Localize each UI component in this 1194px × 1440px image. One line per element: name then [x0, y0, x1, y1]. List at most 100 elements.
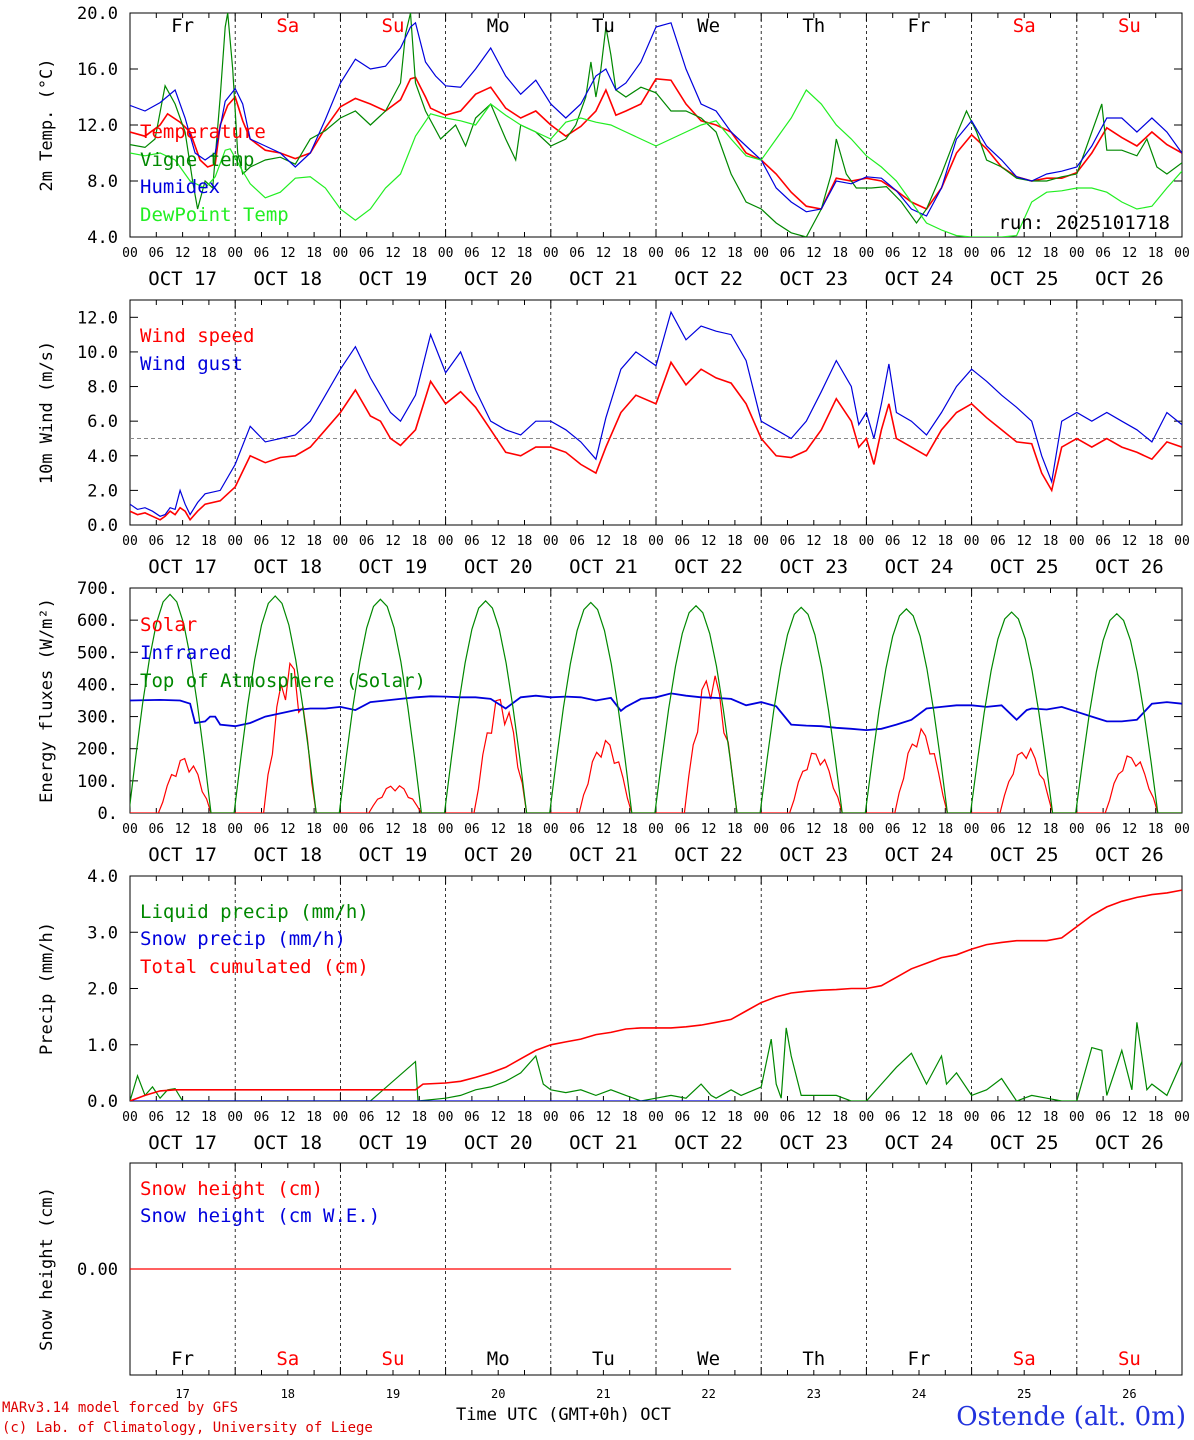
energy-hour-label: 00 [1174, 822, 1190, 837]
energy-hour-label: 18 [937, 822, 953, 837]
snow-day-name: Fr [908, 1348, 931, 1370]
temp-hour-label: 06 [359, 246, 375, 261]
energy-legend-entry: Solar [140, 614, 197, 636]
temp-series-humidex [130, 21, 1182, 217]
precip-date-label: OCT 23 [779, 1132, 848, 1154]
precip-hour-label: 18 [201, 1110, 217, 1125]
energy-series-top-of-atmosphere-solar [130, 593, 1182, 813]
temp-y-tick-label: 12.0 [77, 116, 118, 136]
precip-hour-label: 06 [1095, 1110, 1111, 1125]
precip-hour-label: 06 [464, 1110, 480, 1125]
snow-day-name: Tu [592, 1348, 615, 1370]
wind-hour-label: 12 [701, 534, 717, 549]
energy-legend-entry: Infrared [140, 642, 232, 664]
temp-series-vigne-temp [130, 13, 1182, 237]
wind-hour-label: 12 [385, 534, 401, 549]
precip-hour-label: 12 [490, 1110, 506, 1125]
temp-hour-label: 06 [885, 246, 901, 261]
precip-hour-label: 12 [911, 1110, 927, 1125]
precip-legend-entry: Liquid precip (mm/h) [140, 901, 369, 923]
precip-hour-label: 18 [1043, 1110, 1059, 1125]
energy-hour-label: 00 [438, 822, 454, 837]
station-name: Ostende (alt. 0m) [956, 1402, 1186, 1432]
energy-hour-label: 12 [490, 822, 506, 837]
precip-hour-label: 00 [859, 1110, 875, 1125]
precip-hour-label: 18 [306, 1110, 322, 1125]
precip-hour-label: 06 [569, 1110, 585, 1125]
energy-y-tick-label: 400. [77, 675, 118, 695]
wind-frame [129, 299, 1183, 526]
energy-hour-label: 18 [1148, 822, 1164, 837]
precip-hour-label: 12 [701, 1110, 717, 1125]
precip-date-label: OCT 20 [464, 1132, 533, 1154]
temp-day-name: We [697, 15, 720, 37]
temp-day-name: Sa [1013, 15, 1036, 37]
wind-date-label: OCT 21 [569, 556, 638, 578]
energy-hour-label: 00 [859, 822, 875, 837]
precip-y-tick-label: 3.0 [87, 923, 118, 943]
snow-day-name: Su [1118, 1348, 1141, 1370]
wind-hour-label: 12 [596, 534, 612, 549]
wind-hour-label: 06 [780, 534, 796, 549]
wind-hour-label: 00 [543, 534, 559, 549]
precip-hour-label: 18 [937, 1110, 953, 1125]
energy-y-tick-label: 500. [77, 643, 118, 663]
wind-hour-label: 18 [517, 534, 533, 549]
temp-day-name: Su [1118, 15, 1141, 37]
temp-hour-label: 12 [175, 246, 191, 261]
precip-hour-label: 06 [359, 1110, 375, 1125]
energy-date-label: OCT 22 [674, 844, 743, 866]
energy-hour-label: 00 [964, 822, 980, 837]
wind-date-label: OCT 23 [779, 556, 848, 578]
energy-hour-label: 06 [780, 822, 796, 837]
wind-y-tick-label: 10.0 [77, 343, 118, 363]
wind-hour-label: 18 [832, 534, 848, 549]
snow-day-name: Th [802, 1348, 825, 1370]
wind-hour-label: 18 [727, 534, 743, 549]
wind-hour-label: 06 [885, 534, 901, 549]
energy-hour-label: 12 [806, 822, 822, 837]
wind-legend-entry: Wind speed [140, 325, 254, 347]
wind-hour-label: 06 [569, 534, 585, 549]
temp-date-label: OCT 21 [569, 268, 638, 290]
wind-hour-label: 12 [806, 534, 822, 549]
energy-hour-label: 18 [1043, 822, 1059, 837]
wind-date-label: OCT 26 [1095, 556, 1164, 578]
temp-hour-label: 06 [148, 246, 164, 261]
wind-hour-label: 00 [122, 534, 138, 549]
temp-date-label: OCT 17 [148, 268, 217, 290]
temp-hour-label: 12 [911, 246, 927, 261]
energy-hour-label: 12 [1016, 822, 1032, 837]
energy-hour-label: 18 [411, 822, 427, 837]
energy-hour-label: 12 [701, 822, 717, 837]
precip-series-total-cumulated-cm [130, 889, 1182, 1101]
precip-date-label: OCT 26 [1095, 1132, 1164, 1154]
precip-legend-entry: Total cumulated (cm) [140, 956, 369, 978]
temp-hour-label: 12 [490, 246, 506, 261]
precip-hour-label: 12 [806, 1110, 822, 1125]
energy-date-label: OCT 25 [990, 844, 1059, 866]
snow-day-number: 19 [386, 1387, 400, 1401]
snow-day-number: 20 [491, 1387, 505, 1401]
energy-y-tick-label: 700. [77, 579, 118, 599]
precip-y-axis-label: Precip (mm/h) [37, 922, 57, 1055]
energy-hour-label: 12 [911, 822, 927, 837]
temp-run-annotation: run: 2025101718 [998, 212, 1170, 234]
temp-hour-label: 18 [411, 246, 427, 261]
wind-y-tick-label: 8.0 [87, 378, 118, 398]
temp-hour-label: 18 [937, 246, 953, 261]
precip-hour-label: 00 [753, 1110, 769, 1125]
precip-series-liquid-precip-mm-h [130, 1022, 1182, 1101]
wind-hour-label: 00 [859, 534, 875, 549]
precip-hour-label: 00 [1174, 1110, 1190, 1125]
temp-hour-label: 00 [859, 246, 875, 261]
temp-hour-label: 06 [254, 246, 270, 261]
precip-hour-label: 18 [727, 1110, 743, 1125]
energy-hour-label: 18 [306, 822, 322, 837]
temp-day-name: Su [382, 15, 405, 37]
wind-date-label: OCT 24 [885, 556, 954, 578]
precip-y-tick-label: 1.0 [87, 1036, 118, 1056]
wind-hour-label: 18 [622, 534, 638, 549]
wind-hour-label: 12 [280, 534, 296, 549]
